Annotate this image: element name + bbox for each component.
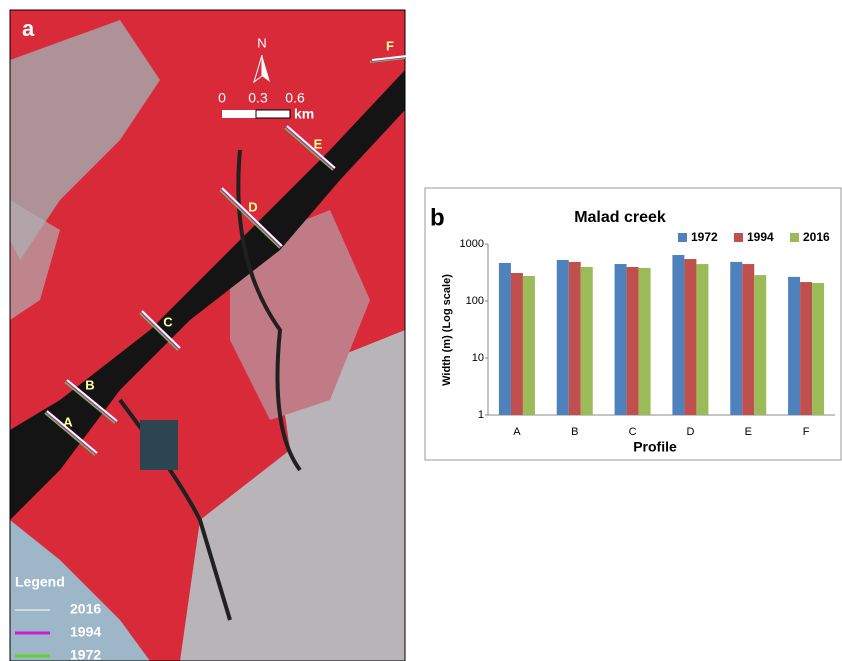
x-tick-label: C — [629, 426, 637, 438]
bar — [581, 267, 593, 415]
legend-swatch — [734, 233, 743, 242]
profile-label: B — [85, 377, 94, 392]
panel-label: a — [22, 16, 35, 41]
x-tick-label: B — [571, 426, 578, 438]
profile-label: E — [314, 136, 323, 151]
bar — [684, 259, 696, 415]
legend-label: 1994 — [70, 624, 101, 640]
legend-swatch — [790, 233, 799, 242]
x-axis-label: Profile — [633, 439, 677, 455]
bar — [788, 277, 800, 415]
panel-label: b — [430, 204, 445, 231]
scale-label: 0.6 — [285, 90, 305, 106]
legend-label: 1994 — [747, 230, 774, 244]
x-tick-label: E — [745, 426, 752, 438]
satellite-map — [10, 10, 405, 661]
north-label: N — [257, 35, 266, 50]
bar — [639, 268, 651, 415]
legend-title: Legend — [15, 574, 65, 590]
bar — [730, 262, 742, 415]
bar — [742, 264, 754, 415]
legend-label: 2016 — [70, 601, 101, 617]
bar — [696, 264, 708, 415]
x-tick-label: F — [803, 426, 810, 438]
profile-label: C — [163, 314, 173, 329]
scale-label: 0.3 — [248, 90, 268, 106]
figure: a N 0 0.3 0.6 km Legend b Malad creek Pr… — [0, 0, 842, 661]
legend-swatch — [678, 233, 687, 242]
scale-label: 0 — [218, 90, 226, 106]
bar — [627, 267, 639, 415]
bar — [754, 275, 766, 415]
bar — [615, 264, 627, 415]
bar — [672, 255, 684, 415]
bar — [523, 276, 535, 415]
bar — [569, 262, 581, 415]
bar — [812, 283, 824, 415]
y-tick-label: 100 — [466, 295, 484, 307]
bar — [511, 273, 523, 415]
bar — [557, 260, 569, 415]
chart-title: Malad creek — [574, 209, 666, 226]
x-tick-label: A — [513, 426, 521, 438]
y-tick-label: 10 — [472, 352, 484, 364]
bar — [499, 263, 511, 415]
legend-label: 1972 — [70, 647, 101, 661]
y-tick-label: 1000 — [460, 238, 484, 250]
bar — [800, 282, 812, 415]
y-tick-label: 1 — [478, 409, 484, 421]
map-legend: Legend — [15, 574, 65, 590]
legend-label: 1972 — [691, 230, 718, 244]
profile-label: A — [63, 414, 73, 429]
x-tick-label: D — [686, 426, 694, 438]
y-axis-label: Width (m) (Log scale) — [441, 274, 453, 386]
scale-unit: km — [294, 106, 314, 122]
profile-label: D — [248, 199, 257, 214]
legend-label: 2016 — [803, 230, 830, 244]
profile-label: F — [386, 38, 394, 53]
